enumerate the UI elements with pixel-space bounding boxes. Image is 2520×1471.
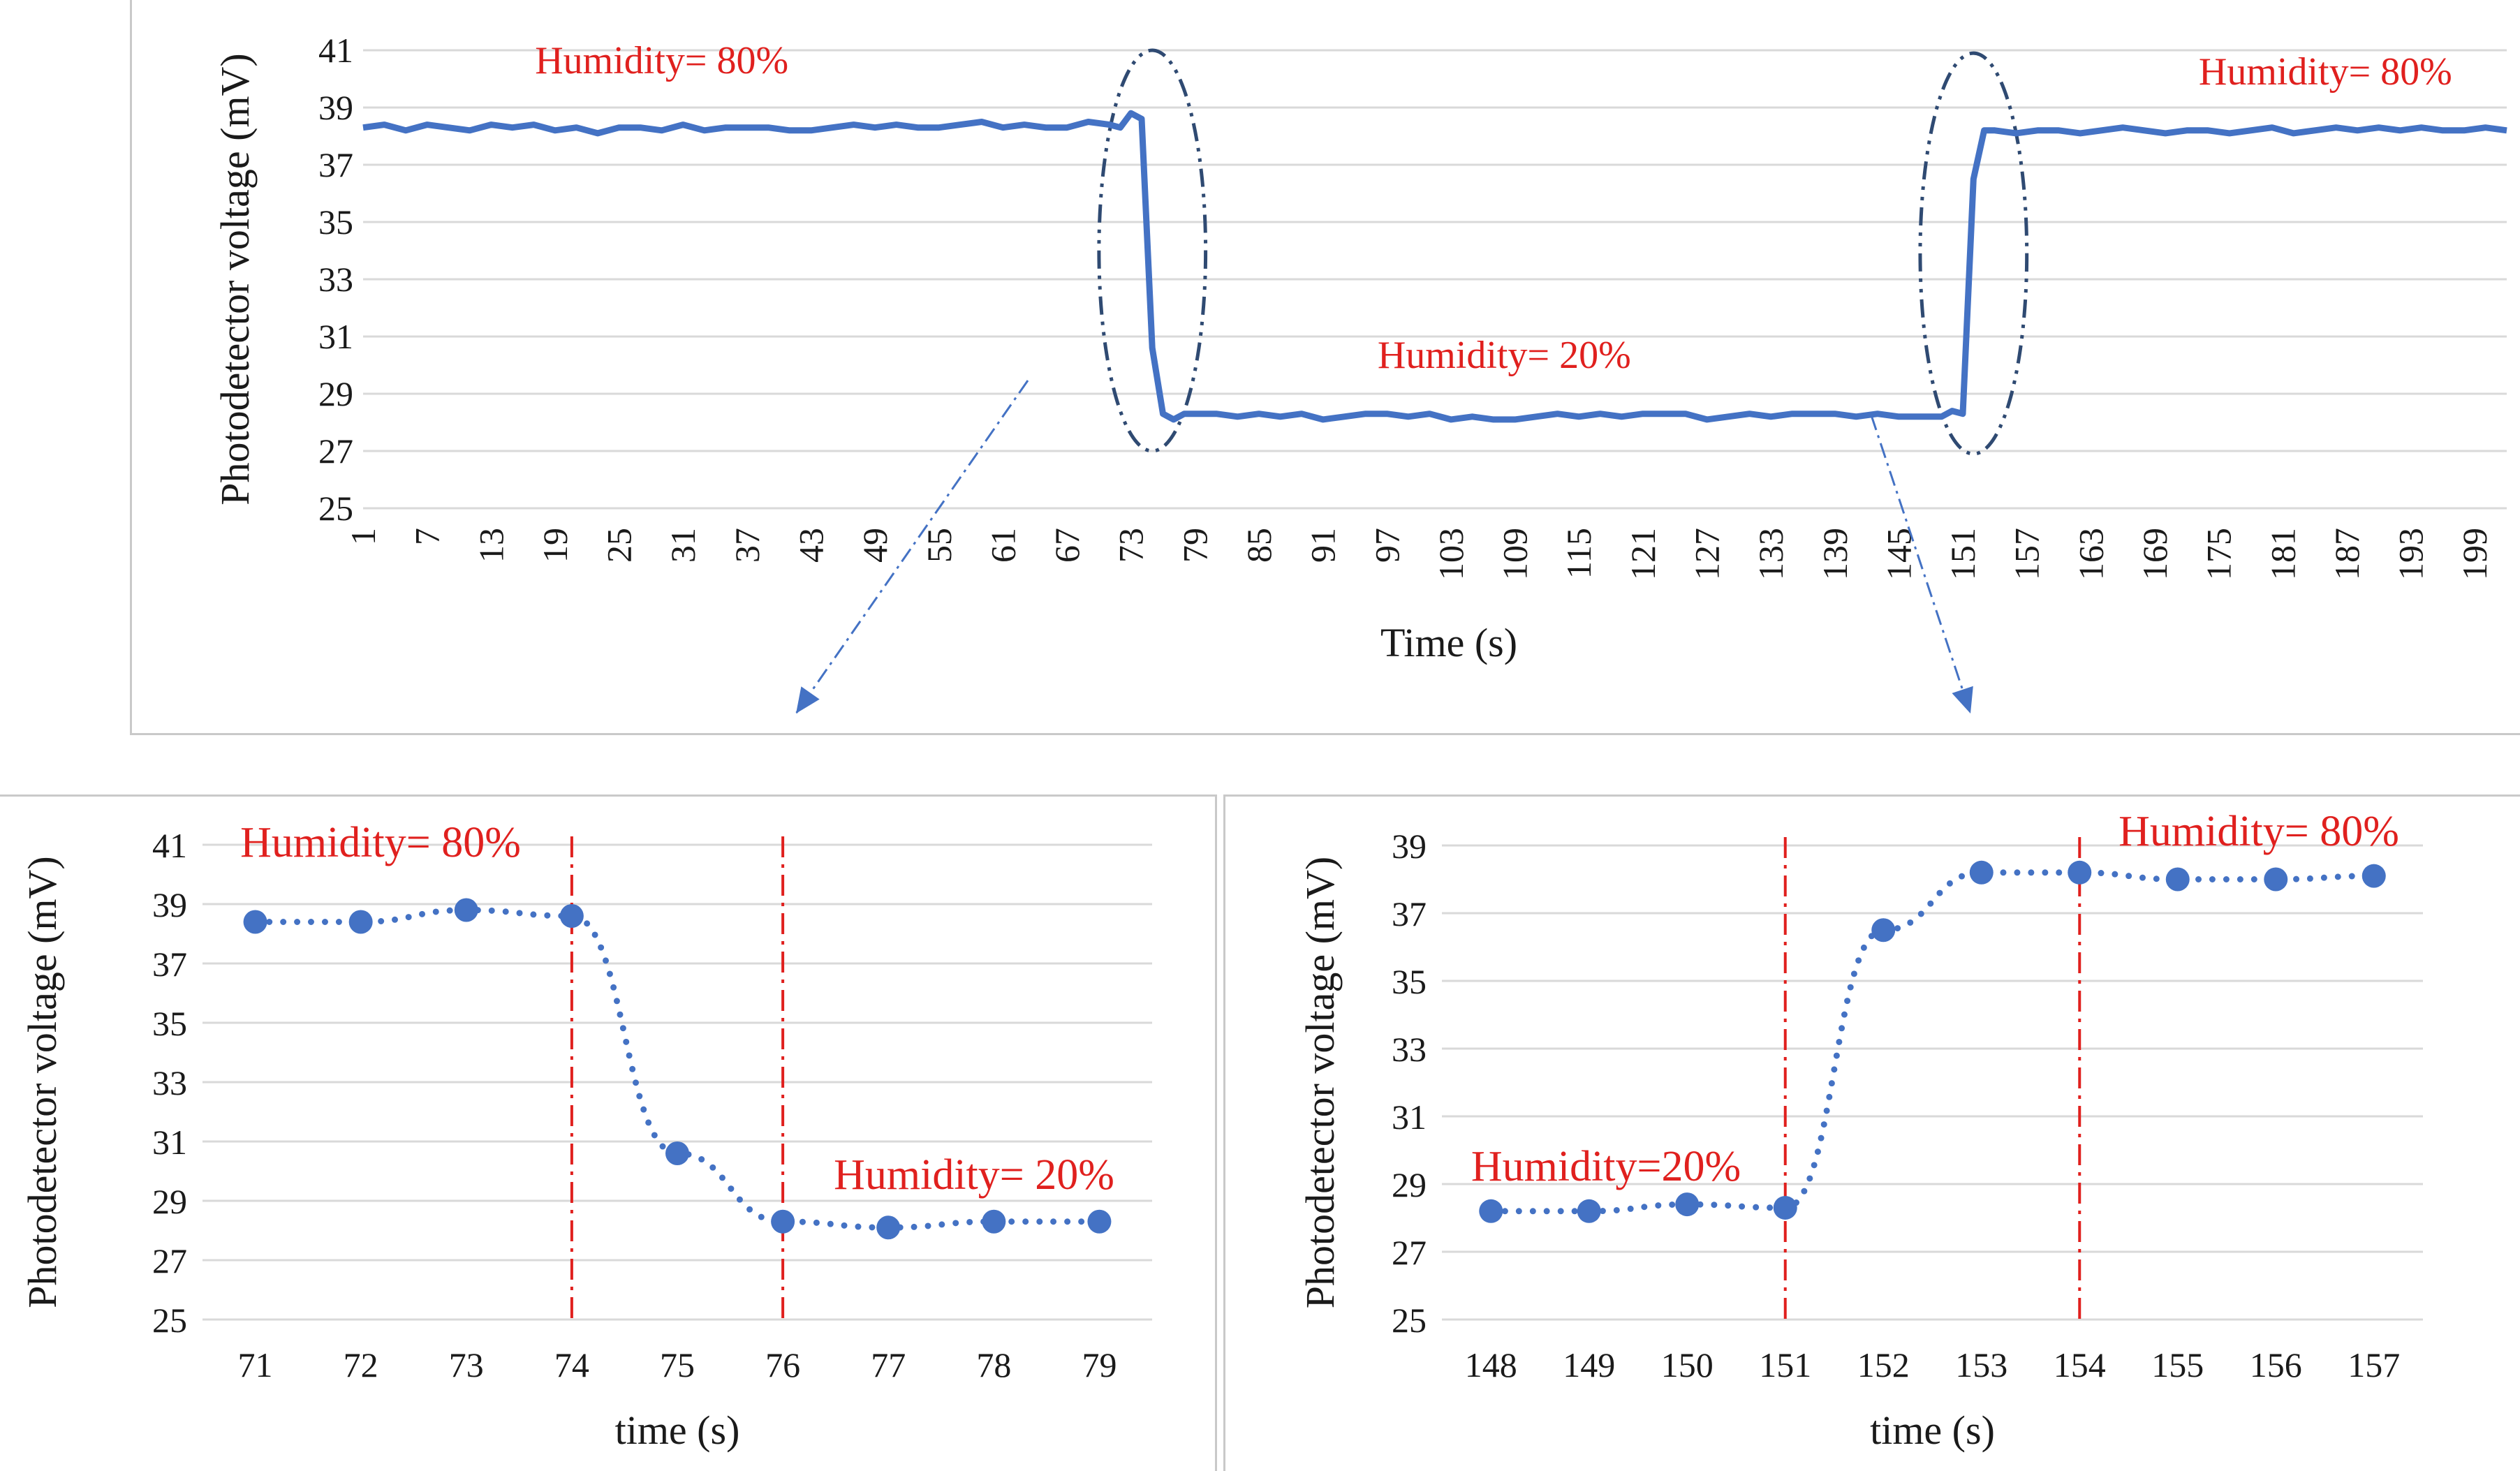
overview-x-tick-label: 145 <box>1879 528 1918 580</box>
overview-x-tick-label: 61 <box>983 528 1022 563</box>
overview-y-tick-label: 31 <box>318 317 353 356</box>
overview-x-tick-label: 31 <box>663 528 702 563</box>
overview-x-tick-label: 55 <box>920 528 959 563</box>
overview-x-tick-label: 163 <box>2071 528 2110 580</box>
overview-x-tick-label: 97 <box>1367 528 1406 563</box>
overview-annotation: Humidity= 20% <box>1378 334 1631 377</box>
overview-x-tick-label: 139 <box>1815 528 1855 580</box>
overview-x-tick-label: 67 <box>1047 528 1086 563</box>
overview-x-tick-label: 25 <box>600 528 639 563</box>
overview-x-tick-label: 7 <box>408 528 447 545</box>
overview-x-tick-label: 1 <box>344 528 383 545</box>
overview-chart: 25 27 29 31 33 35 37 39 41 1 7 13 19 25 31 37 43 49 55 61 6… <box>212 31 2507 665</box>
overview-x-tick-label: 151 <box>1943 528 1982 580</box>
overview-y-tick-label: 41 <box>318 31 353 70</box>
overview-x-tick-label: 181 <box>2263 528 2302 580</box>
overview-x-tick-label: 103 <box>1431 528 1471 580</box>
overview-x-tick-label: 73 <box>1112 528 1151 563</box>
overview-x-tick-label: 49 <box>855 528 894 563</box>
overview-x-tick-label: 127 <box>1687 528 1726 580</box>
overview-y-tick-label: 35 <box>318 202 353 242</box>
overview-x-tick-label: 133 <box>1751 528 1790 580</box>
overview-y-tick-label: 29 <box>318 374 353 413</box>
highlight-ellipse <box>1097 48 1208 453</box>
overview-annotation: Humidity= 80% <box>2199 50 2452 94</box>
overview-y-tick-label: 39 <box>318 88 353 127</box>
overview-series-line <box>362 110 2507 423</box>
overview-y-tick-label: 25 <box>318 489 353 528</box>
overview-x-tick-label: 121 <box>1623 528 1663 580</box>
overview-x-tick-label: 169 <box>2135 528 2174 580</box>
overview-x-tick-label: 85 <box>1239 528 1279 563</box>
overview-y-tick-label: 33 <box>318 260 353 299</box>
overview-x-tick-label: 91 <box>1304 528 1343 563</box>
overview-y-tick-label: 27 <box>318 431 353 471</box>
zoom-rise-chart-panel <box>1223 794 2520 1471</box>
overview-x-tick-label: 193 <box>2392 528 2431 580</box>
overview-x-tick-label: 37 <box>728 528 767 563</box>
overview-y-axis-title: Photodetector voltage (mV) <box>212 53 258 505</box>
overview-x-tick-label: 115 <box>1559 528 1598 579</box>
overview-x-tick-label: 157 <box>2007 528 2047 580</box>
zoom-fall-chart-panel <box>0 794 1217 1471</box>
overview-x-axis-title: Time (s) <box>1380 620 1517 665</box>
overview-x-tick-label: 187 <box>2327 528 2366 580</box>
overview-x-tick-label: 199 <box>2455 528 2494 580</box>
overview-x-tick-label: 175 <box>2200 528 2239 580</box>
overview-x-tick-label: 43 <box>791 528 830 563</box>
overview-annotation: Humidity= 80% <box>535 39 788 82</box>
overview-x-tick-label: 13 <box>471 528 510 563</box>
overview-x-tick-label: 79 <box>1175 528 1214 563</box>
overview-y-tick-label: 37 <box>318 145 353 184</box>
overview-x-tick-label: 19 <box>536 528 575 563</box>
overview-x-tick-label: 109 <box>1496 528 1535 580</box>
highlight-ellipse <box>1918 51 2029 456</box>
